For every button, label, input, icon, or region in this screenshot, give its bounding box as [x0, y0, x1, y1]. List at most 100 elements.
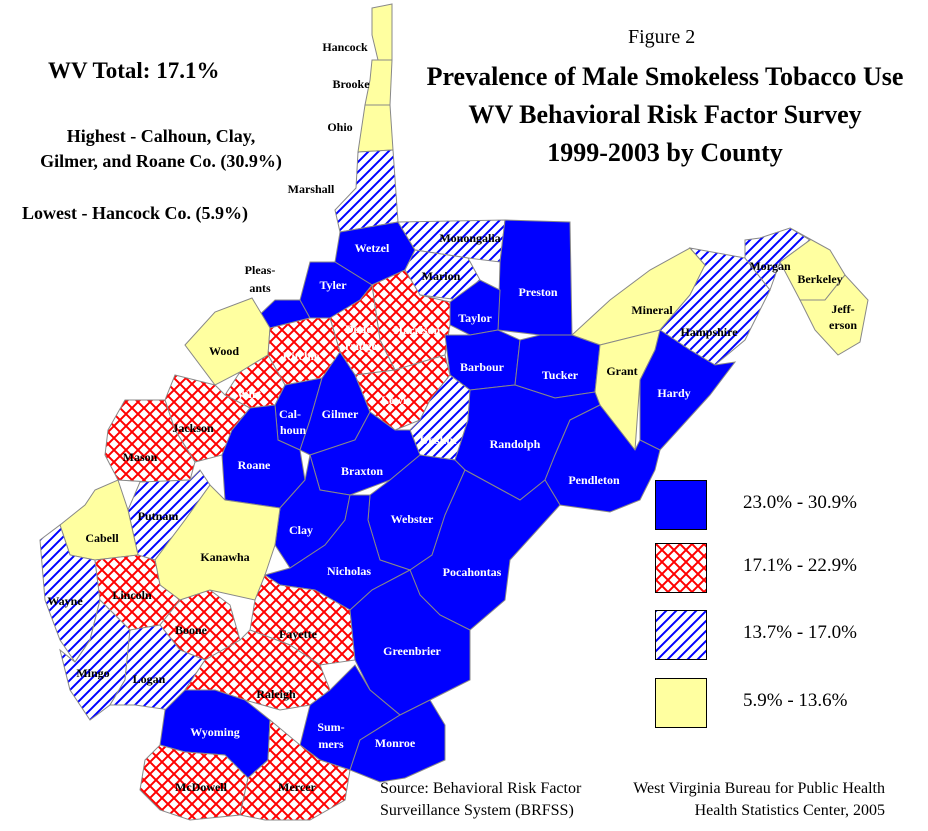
- county-label: Tyler: [319, 278, 347, 292]
- county-shape-monongalia: [397, 219, 506, 263]
- county-label: Wetzel: [355, 241, 390, 255]
- county-label: ants: [249, 281, 271, 295]
- map-title: Prevalence of Male Smokeless Tobacco Use…: [395, 58, 928, 172]
- county-label: Taylor: [458, 311, 492, 325]
- county-label: Wirt: [237, 387, 261, 401]
- county-label: Cal-: [279, 407, 301, 421]
- county-label: Brooke: [332, 77, 370, 91]
- county-label: Clay: [289, 523, 313, 537]
- county-shape-tucker: [514, 334, 601, 399]
- county-shape-cabell: [59, 479, 139, 561]
- county-label: Mercer: [278, 780, 316, 794]
- legend-label: 23.0% - 30.9%: [743, 492, 857, 513]
- source-note: Source: Behavioral Risk Factor Surveilla…: [380, 778, 581, 822]
- county-label: Mineral: [631, 303, 673, 317]
- county-shape-monroe: [349, 699, 446, 783]
- county-label: Cabell: [85, 531, 119, 545]
- credit-line: West Virginia Bureau for Public Health: [633, 780, 885, 797]
- county-label: Pleas-: [245, 263, 276, 277]
- title-line: WV Behavioral Risk Factor Survey: [468, 100, 862, 129]
- county-label: Barbour: [460, 360, 505, 374]
- county-label: erson: [829, 318, 857, 332]
- title-line: 1999-2003 by County: [547, 138, 783, 167]
- source-line: Source: Behavioral Risk Factor: [380, 780, 582, 797]
- county-shape-hardy: [639, 329, 737, 451]
- credit-line: Health Statistics Center, 2005: [694, 802, 885, 819]
- legend-item-midlow: 13.7% - 17.0%: [655, 610, 915, 662]
- county-label: Dodd: [345, 322, 373, 336]
- county-label: McDowell: [175, 780, 228, 794]
- county-label: Tucker: [542, 368, 579, 382]
- county-label: Wayne: [47, 594, 83, 608]
- county-label: Putnam: [138, 509, 179, 523]
- county-label: mers: [318, 737, 344, 751]
- county-label: Monroe: [375, 736, 416, 750]
- county-label: Pocahontas: [443, 565, 502, 579]
- county-label: Wood: [209, 344, 239, 358]
- county-shape-mercer: [239, 718, 351, 821]
- county-label: Fayette: [279, 627, 318, 641]
- county-shape-preston: [497, 219, 573, 336]
- county-label: Mason: [123, 450, 158, 464]
- county-label: Greenbrier: [383, 644, 441, 658]
- legend-label: 13.7% - 17.0%: [743, 622, 857, 643]
- county-label: Webster: [391, 512, 434, 526]
- county-label: Wyoming: [190, 725, 240, 739]
- state-total: WV Total: 17.1%: [48, 58, 220, 83]
- highest-line: Gilmer, and Roane Co. (30.9%): [40, 151, 282, 171]
- county-label: Hardy: [657, 386, 690, 400]
- county-label: Gilmer: [322, 407, 359, 421]
- lowest-note: Lowest - Hancock Co. (5.9%): [22, 203, 248, 223]
- county-label: Logan: [133, 672, 166, 686]
- credit-note: West Virginia Bureau for Public Health H…: [620, 778, 885, 822]
- county-shape-hancock: [371, 3, 393, 61]
- legend-label: 5.9% - 13.6%: [743, 690, 848, 711]
- county-label: Hampshire: [680, 325, 738, 339]
- county-label: Upshur: [420, 433, 459, 447]
- county-label: Kanawha: [200, 550, 249, 564]
- source-line: Surveillance System (BRFSS): [380, 802, 574, 819]
- county-label: Morgan: [749, 259, 791, 273]
- legend-swatch: [655, 480, 707, 530]
- county-shape-marshall: [334, 149, 399, 233]
- county-label: Ohio: [327, 120, 352, 134]
- county-label: Marshall: [288, 182, 335, 196]
- county-label: Marion: [422, 269, 461, 283]
- county-label: Jackson: [172, 421, 214, 435]
- highest-line: Highest - Calhoun, Clay,: [66, 126, 256, 146]
- legend-swatch: [655, 543, 707, 593]
- county-label: Harrison: [394, 323, 441, 337]
- legend-item-low: 5.9% - 13.6%: [655, 678, 915, 730]
- legend-swatch: [655, 610, 707, 660]
- county-label: Monongalia: [439, 231, 500, 245]
- county-label: Sum-: [317, 720, 344, 734]
- legend-item-high: 23.0% - 30.9%: [655, 480, 915, 532]
- county-label: Raleigh: [256, 687, 296, 701]
- county-label: Jeff-: [831, 302, 854, 316]
- county-label: Preston: [518, 285, 557, 299]
- county-shape-mason: [104, 399, 196, 483]
- county-label: Roane: [238, 458, 271, 472]
- county-label: Ritchie: [283, 349, 320, 363]
- county-label: Randolph: [490, 437, 541, 451]
- county-label: Hancock: [322, 40, 368, 54]
- county-label: Nicholas: [327, 564, 371, 578]
- county-label: Pendleton: [568, 473, 620, 487]
- county-label: Grant: [606, 364, 637, 378]
- legend-label: 17.1% - 22.9%: [743, 555, 857, 576]
- county-label: Boone: [175, 623, 208, 637]
- county-shape-pendleton: [544, 404, 661, 513]
- county-label: houn: [280, 423, 306, 437]
- highest-note: Highest - Calhoun, Clay, Gilmer, and Roa…: [12, 124, 310, 174]
- county-label: Mingo: [76, 666, 109, 680]
- county-label: Lincoln: [112, 588, 152, 602]
- county-label: Braxton: [341, 464, 383, 478]
- legend-item-midhigh: 17.1% - 22.9%: [655, 543, 915, 595]
- county-shape-ohio: [357, 104, 394, 153]
- county-label: Berkeley: [797, 272, 842, 286]
- title-line: Prevalence of Male Smokeless Tobacco Use: [426, 62, 904, 91]
- figure-label: Figure 2: [628, 26, 696, 48]
- county-label: Lewis: [381, 393, 411, 407]
- county-label: rridge: [345, 339, 378, 353]
